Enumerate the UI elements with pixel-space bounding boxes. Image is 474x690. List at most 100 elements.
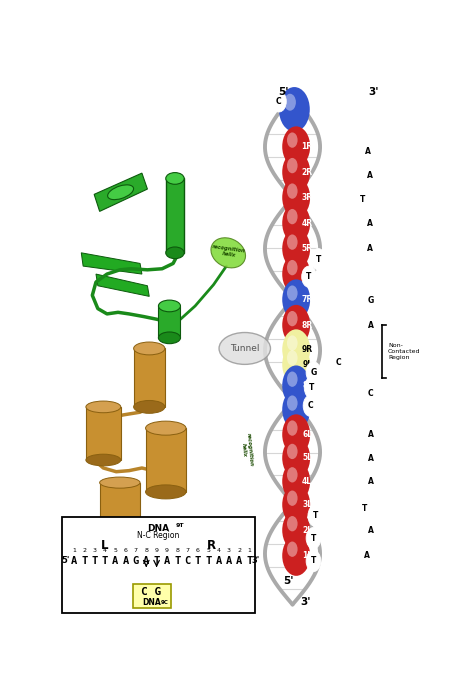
Text: A: A [368, 526, 374, 535]
Text: recognition
helix: recognition helix [240, 432, 254, 466]
Circle shape [282, 414, 310, 455]
Text: 6: 6 [196, 548, 200, 553]
Text: 6: 6 [124, 548, 128, 553]
Text: DNA: DNA [147, 524, 170, 533]
Ellipse shape [134, 342, 165, 355]
Text: T: T [313, 511, 318, 520]
Circle shape [282, 535, 310, 576]
Circle shape [287, 395, 298, 411]
Circle shape [282, 254, 310, 294]
Text: 9C: 9C [161, 600, 168, 604]
Text: A: A [143, 555, 149, 566]
Ellipse shape [86, 401, 121, 413]
Circle shape [287, 184, 298, 199]
Text: C: C [276, 97, 282, 106]
Ellipse shape [166, 172, 184, 184]
Text: T: T [205, 555, 211, 566]
Text: A: A [368, 430, 374, 439]
Text: 3': 3' [368, 88, 379, 97]
Text: 5L: 5L [302, 453, 312, 462]
Ellipse shape [146, 485, 186, 499]
Circle shape [282, 203, 310, 244]
Polygon shape [158, 306, 181, 338]
Circle shape [287, 542, 298, 557]
Ellipse shape [86, 454, 121, 466]
Circle shape [282, 389, 310, 430]
Text: A: A [368, 321, 374, 330]
Circle shape [282, 461, 310, 502]
Circle shape [364, 383, 378, 404]
Circle shape [282, 510, 310, 551]
Text: 6L: 6L [302, 430, 312, 439]
Ellipse shape [108, 185, 134, 199]
Ellipse shape [166, 247, 184, 259]
Text: A: A [367, 219, 373, 228]
Circle shape [282, 152, 310, 193]
Circle shape [282, 366, 310, 406]
Text: T: T [102, 555, 108, 566]
Text: G: G [310, 368, 317, 377]
Polygon shape [146, 428, 186, 492]
Text: 9: 9 [155, 548, 159, 553]
Circle shape [306, 551, 321, 571]
Text: 5R: 5R [302, 244, 313, 253]
Text: 3L: 3L [302, 500, 312, 509]
Text: 8R: 8R [301, 321, 313, 330]
Text: 9L: 9L [302, 360, 312, 369]
Circle shape [284, 94, 296, 110]
Text: 3: 3 [227, 548, 231, 553]
Circle shape [364, 315, 378, 336]
Text: A: A [365, 148, 371, 157]
Text: 4: 4 [103, 548, 107, 553]
Text: 4R: 4R [301, 219, 313, 228]
Polygon shape [134, 348, 165, 407]
Circle shape [364, 448, 378, 469]
Text: C: C [336, 357, 341, 367]
Circle shape [287, 351, 298, 366]
Ellipse shape [211, 238, 246, 268]
Text: A: A [215, 555, 222, 566]
Circle shape [287, 158, 298, 173]
Text: 2: 2 [82, 548, 86, 553]
Text: 4: 4 [217, 548, 220, 553]
Ellipse shape [158, 332, 181, 344]
Circle shape [282, 305, 310, 345]
Text: 5': 5' [283, 576, 294, 586]
Text: A: A [236, 555, 242, 566]
Ellipse shape [100, 477, 140, 488]
Text: 5: 5 [206, 548, 210, 553]
Ellipse shape [100, 528, 140, 539]
Text: G: G [368, 296, 374, 305]
Text: DNA: DNA [142, 598, 161, 607]
Polygon shape [96, 274, 149, 297]
Text: 9T: 9T [176, 523, 184, 528]
Text: T: T [309, 383, 314, 393]
Text: A: A [368, 454, 374, 463]
Text: T: T [311, 533, 316, 542]
Text: 7L: 7L [302, 405, 312, 414]
Text: 5': 5' [62, 555, 70, 564]
Text: 9R: 9R [301, 345, 313, 354]
Text: 9: 9 [165, 548, 169, 553]
Circle shape [360, 141, 375, 162]
Text: C: C [368, 389, 374, 398]
Text: 2L: 2L [302, 526, 312, 535]
Circle shape [364, 424, 378, 445]
Text: 2R: 2R [301, 168, 313, 177]
Ellipse shape [219, 333, 271, 364]
Ellipse shape [134, 400, 165, 413]
Text: 6R: 6R [301, 270, 313, 279]
Text: 7R: 7R [301, 295, 313, 304]
Circle shape [287, 235, 298, 250]
Text: R: R [207, 539, 217, 552]
FancyBboxPatch shape [133, 584, 171, 609]
Text: 1: 1 [72, 548, 76, 553]
Circle shape [306, 362, 321, 383]
Text: 7: 7 [134, 548, 138, 553]
Circle shape [282, 279, 310, 319]
Text: T: T [306, 273, 312, 282]
FancyBboxPatch shape [62, 518, 255, 613]
Circle shape [304, 377, 319, 398]
Circle shape [282, 437, 310, 478]
Circle shape [287, 311, 298, 326]
